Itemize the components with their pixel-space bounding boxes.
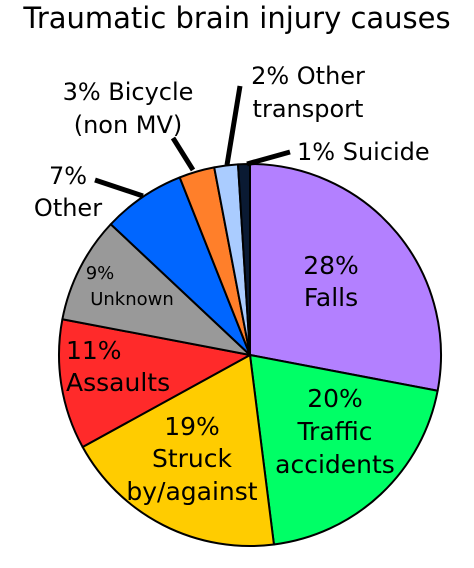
label-traffic-line1: Traffic	[296, 417, 372, 446]
label-other-pct: 7%	[49, 162, 87, 190]
label-unknown: Unknown	[90, 289, 174, 310]
label-assaults: Assaults	[66, 368, 170, 397]
label-struck-line1: Struck	[152, 444, 233, 473]
leader-line-bicycle	[170, 136, 196, 172]
label-falls: Falls	[304, 283, 358, 312]
pie-slice-struck-by-against	[81, 354, 275, 547]
label-struck-pct: 19%	[164, 412, 220, 441]
label-traffic-pct: 20%	[307, 384, 363, 413]
label-assaults-pct: 11%	[66, 336, 122, 365]
label-other-transport-line2: transport	[253, 95, 364, 123]
leader-line-other-transport	[224, 85, 243, 166]
label-other: Other	[34, 194, 102, 222]
label-traffic-line2: accidents	[275, 450, 395, 479]
label-unknown-pct: 9%	[86, 263, 115, 284]
chart-title: Traumatic brain injury causes	[22, 1, 450, 35]
pie-slice-falls	[249, 163, 442, 392]
label-bicycle-line1: 3% Bicycle	[63, 78, 194, 106]
pie-slice-traffic-accidents	[249, 354, 439, 546]
pie-slice-unknown	[61, 223, 251, 356]
label-suicide: 1% Suicide	[297, 138, 430, 166]
leader-line-suicide	[246, 149, 291, 167]
label-bicycle-line2: (non MV)	[74, 111, 183, 139]
label-other-transport-line1: 2% Other	[251, 62, 365, 90]
pie-slice-assaults	[58, 318, 251, 449]
leader-lines	[94, 85, 291, 199]
leader-line-other	[94, 177, 144, 199]
label-falls-pct: 28%	[303, 251, 359, 280]
label-struck-line2: by/against	[126, 477, 257, 506]
pie-slices	[58, 163, 442, 547]
